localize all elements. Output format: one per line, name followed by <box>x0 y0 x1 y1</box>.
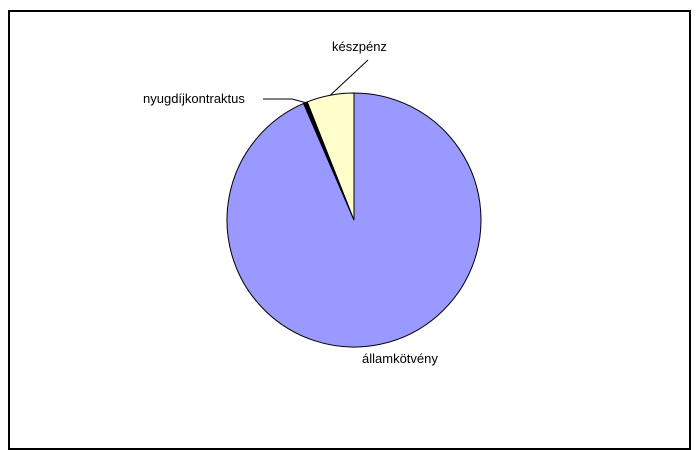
slice-label-nyugdijkontraktus: nyugdíjkontraktus <box>143 91 245 106</box>
leader-lines <box>263 59 369 104</box>
slice-label-keszpenz: készpénz <box>332 39 387 54</box>
slice-label-allamkotveny: államkötvény <box>362 351 438 366</box>
leader-line-nyugdijkontraktus <box>263 98 306 104</box>
pie-slices <box>226 92 482 348</box>
leader-line-keszpenz <box>329 59 369 96</box>
pie-chart: államkötvény nyugdíjkontraktus készpénz <box>143 39 482 366</box>
